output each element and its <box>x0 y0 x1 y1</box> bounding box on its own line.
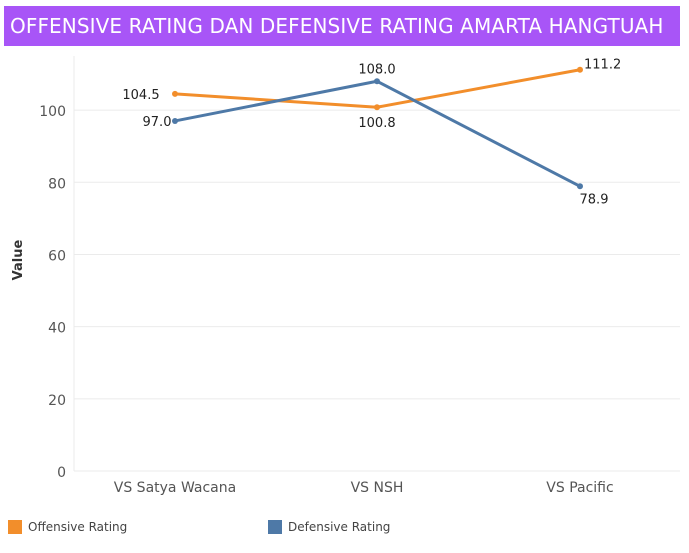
chart-title: OFFENSIVE RATING DAN DEFENSIVE RATING AM… <box>10 14 664 38</box>
y-tick-label: 80 <box>48 176 66 192</box>
legend-swatch-defensive <box>268 520 282 534</box>
y-tick-label: 20 <box>48 393 66 409</box>
defensive-rating-data-label: 108.0 <box>358 62 395 77</box>
y-tick-label: 100 <box>39 104 66 120</box>
y-tick-label: 40 <box>48 321 66 337</box>
offensive-rating-point <box>577 66 583 73</box>
y-tick-label: 0 <box>57 465 66 481</box>
offensive-rating-point <box>374 104 380 111</box>
offensive-rating-point <box>172 90 178 97</box>
y-axis-label: Value <box>11 239 26 280</box>
legend-label-offensive: Offensive Rating <box>28 520 128 534</box>
offensive-rating-data-label: 104.5 <box>122 88 159 103</box>
defensive-rating-data-label: 97.0 <box>143 115 172 130</box>
x-tick-label: VS NSH <box>351 480 404 496</box>
y-tick-label: 60 <box>48 248 66 264</box>
x-tick-label: VS Satya Wacana <box>114 480 236 496</box>
legend-item-offensive[interactable]: Offensive Rating <box>8 520 127 534</box>
defensive-rating-point <box>577 183 583 190</box>
offensive-rating-data-label: 100.8 <box>358 116 395 131</box>
defensive-rating-point <box>374 78 380 85</box>
defensive-rating-point <box>172 117 178 124</box>
defensive-rating-data-label: 78.9 <box>580 192 609 207</box>
offensive-rating-data-label: 111.2 <box>584 58 621 73</box>
chart-title-bar: OFFENSIVE RATING DAN DEFENSIVE RATING AM… <box>4 6 680 46</box>
legend-label-defensive: Defensive Rating <box>288 520 391 534</box>
legend-swatch-offensive <box>8 520 22 534</box>
x-tick-label: VS Pacific <box>546 480 613 496</box>
legend-item-defensive[interactable]: Defensive Rating <box>268 520 390 534</box>
